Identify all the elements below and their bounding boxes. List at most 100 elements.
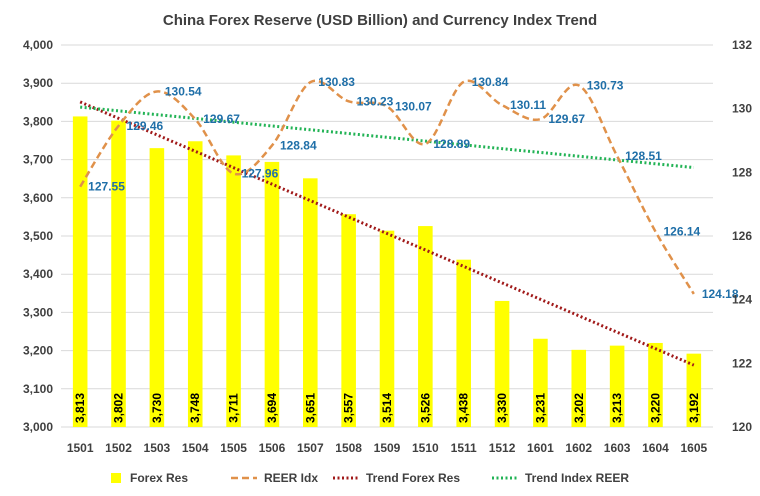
trendlines — [79, 100, 695, 367]
y-right-tick-label: 132 — [732, 38, 752, 52]
bar — [648, 342, 663, 427]
bar — [456, 259, 471, 427]
x-tick-label: 1510 — [412, 441, 439, 455]
reer-value-label: 130.11 — [510, 98, 546, 112]
y-left-tick-label: 3,800 — [23, 114, 53, 128]
bar — [571, 349, 587, 427]
reer-value-label: 130.84 — [472, 75, 509, 89]
y-left-tick-label: 3,600 — [23, 191, 53, 205]
y-left-tick-label: 3,300 — [23, 305, 53, 319]
reer-value-label: 130.73 — [587, 78, 624, 92]
x-axis: 1501 1502 1503 1504 1505 1506 1507 1508 1509 1510… — [67, 441, 708, 455]
x-tick-label: 1504 — [182, 441, 209, 455]
bar — [226, 155, 241, 427]
y-left-tick-label: 3,900 — [23, 76, 53, 90]
y-left-tick-label: 3,000 — [23, 420, 53, 434]
y-left-tick-label: 3,700 — [23, 153, 53, 167]
bar — [686, 353, 702, 427]
x-tick-label: 1502 — [105, 441, 132, 455]
y-left-tick-label: 4,000 — [23, 38, 53, 52]
bar-value-label: 3,220 — [648, 393, 662, 423]
y-right-tick-label: 130 — [732, 102, 752, 116]
reer-value-label: 129.67 — [548, 112, 585, 126]
reer-value-label: 127.96 — [242, 167, 279, 181]
x-tick-label: 1501 — [67, 441, 94, 455]
x-tick-label: 1512 — [489, 441, 516, 455]
bar — [418, 226, 433, 427]
x-tick-label: 1505 — [220, 441, 247, 455]
y-right-tick-label: 120 — [732, 420, 752, 434]
legend-swatch-forex-res — [111, 473, 121, 483]
y-axis-left: 3,000 3,100 3,200 3,300 3,400 3,500 3,600 3,700… — [23, 38, 53, 434]
bar-value-label: 3,330 — [495, 393, 509, 423]
reer-value-label: 130.07 — [395, 99, 432, 113]
reer-value-label: 130.23 — [357, 94, 394, 108]
bar — [341, 214, 356, 427]
x-tick-label: 1605 — [680, 441, 707, 455]
reer-value-label: 130.54 — [165, 84, 202, 98]
y-right-tick-label: 122 — [732, 356, 752, 370]
bar-value-label: 3,202 — [572, 393, 586, 423]
legend-label-forex-res: Forex Res — [130, 471, 188, 485]
reer-line-path — [79, 79, 695, 295]
x-tick-label: 1503 — [144, 441, 171, 455]
bar-value-label: 3,694 — [265, 393, 279, 423]
bar — [379, 230, 395, 427]
reer-value-label: 129.46 — [127, 119, 164, 133]
reer-value-label: 129.67 — [203, 112, 240, 126]
y-axis-right: 120 122 124 126 128 130 132 — [732, 38, 752, 434]
x-tick-label: 1601 — [527, 441, 554, 455]
bar-value-label: 3,748 — [188, 393, 202, 423]
bar — [609, 345, 625, 427]
reer-value-label: 128.84 — [280, 139, 317, 153]
reer-value-label: 124.18 — [702, 287, 739, 301]
chart-title: China Forex Reserve (USD Billion) and Cu… — [163, 12, 597, 29]
y-right-tick-label: 126 — [732, 229, 752, 243]
bar-value-label: 3,514 — [380, 393, 394, 423]
bar — [111, 120, 126, 428]
bar-value-label: 3,651 — [303, 393, 317, 423]
x-tick-label: 1602 — [565, 441, 592, 455]
reer-value-label: 127.55 — [88, 180, 125, 194]
bar-value-label: 3,526 — [418, 393, 432, 423]
bars — [72, 116, 702, 428]
bar — [533, 338, 548, 427]
legend-label-trend-index-reer: Trend Index REER — [525, 471, 629, 485]
x-tick-label: 1506 — [259, 441, 286, 455]
x-tick-label: 1511 — [451, 441, 477, 455]
x-tick-label: 1603 — [604, 441, 631, 455]
reer-labels: 127.55129.46130.54129.67127.96128.84130.… — [88, 75, 739, 301]
trendline-forex-res — [79, 100, 695, 367]
bar — [187, 141, 203, 427]
bar-value-label: 3,711 — [227, 393, 241, 423]
bar-value-label: 3,557 — [342, 393, 356, 423]
bar-value-label: 3,438 — [457, 393, 471, 423]
reer-value-label: 126.14 — [663, 225, 700, 239]
y-right-tick-label: 128 — [732, 165, 752, 179]
bar — [72, 116, 88, 428]
x-tick-label: 1604 — [642, 441, 669, 455]
reer-value-label: 128.51 — [625, 149, 662, 163]
legend-label-trend-forex-res: Trend Forex Res — [366, 471, 460, 485]
trendline-index-reer — [80, 105, 694, 170]
bar-value-label: 3,231 — [533, 393, 547, 423]
reer-line — [79, 79, 695, 295]
legend-label-reer-idx: REER Idx — [264, 471, 318, 485]
y-left-tick-label: 3,200 — [23, 344, 53, 358]
x-tick-label: 1508 — [335, 441, 362, 455]
x-tick-label: 1507 — [297, 441, 324, 455]
bar — [303, 178, 318, 427]
reer-value-label: 128.89 — [433, 137, 470, 151]
bar — [149, 148, 165, 427]
legend: Forex Res REER Idx Trend Forex Res Trend… — [111, 471, 629, 485]
bar-value-label: 3,813 — [73, 393, 87, 423]
y-left-tick-label: 3,500 — [23, 229, 53, 243]
y-left-tick-label: 3,400 — [23, 267, 53, 281]
bar-labels: 3,813 3,802 3,730 3,748 3,711 3,694 3,651 3,557… — [73, 393, 701, 423]
bar-value-label: 3,802 — [112, 393, 126, 423]
y-right-tick-label: 124 — [732, 293, 752, 307]
bar — [494, 300, 510, 427]
bar — [264, 161, 280, 427]
